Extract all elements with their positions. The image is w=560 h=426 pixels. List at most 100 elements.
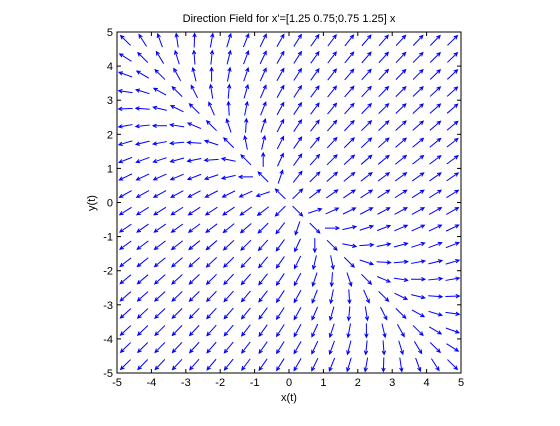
arrow [361, 34, 372, 47]
arrow [206, 341, 217, 354]
arrow [446, 137, 459, 148]
arrow [119, 359, 131, 371]
arrow [344, 102, 355, 115]
arrow [223, 324, 234, 337]
y-tick-label: 1 [107, 163, 113, 175]
arrow [292, 205, 304, 217]
arrow [445, 241, 460, 249]
arrow [222, 206, 235, 216]
arrow [361, 273, 373, 285]
arrow [395, 120, 407, 131]
arrow [446, 189, 460, 199]
arrow [429, 137, 442, 148]
arrow [136, 274, 149, 285]
arrow [258, 273, 268, 286]
arrow [223, 137, 235, 149]
arrow [412, 51, 424, 63]
arrow [223, 256, 235, 268]
arrow [156, 32, 163, 48]
arrow [347, 289, 352, 305]
arrow [135, 173, 150, 181]
arrow [360, 189, 374, 199]
arrow [257, 222, 269, 234]
arrow [394, 189, 408, 199]
arrow [134, 88, 150, 95]
arrow [153, 257, 166, 268]
arrow [174, 32, 179, 48]
arrow [359, 242, 375, 248]
arrow [171, 358, 183, 371]
arrow [186, 140, 202, 145]
arrow [294, 221, 301, 236]
arrow [360, 137, 373, 148]
arrow [311, 340, 319, 355]
arrow [447, 51, 459, 63]
arrow [276, 84, 285, 99]
arrow [376, 260, 392, 265]
arrow [259, 84, 267, 99]
arrow [293, 289, 302, 304]
arrow [293, 153, 303, 166]
arrow [311, 323, 319, 338]
arrow [429, 342, 441, 354]
arrow [360, 154, 373, 165]
arrow [136, 291, 149, 302]
arrow [171, 308, 183, 320]
arrow [204, 190, 219, 198]
arrow [275, 222, 286, 235]
arrow [138, 33, 148, 47]
arrow [378, 137, 390, 148]
y-tick-label: 3 [107, 95, 113, 107]
arrow [446, 120, 459, 131]
arrow [225, 118, 232, 133]
arrow [328, 306, 335, 322]
arrow [153, 291, 166, 302]
arrow [170, 206, 184, 216]
arrow [428, 326, 443, 335]
arrow [447, 34, 459, 46]
arrow [275, 273, 285, 286]
arrow [378, 102, 390, 115]
arrow [275, 239, 285, 252]
arrow [342, 225, 358, 231]
arrow [152, 105, 167, 111]
arrow [186, 158, 202, 163]
arrow [152, 157, 167, 164]
arrow [135, 70, 150, 79]
arrow [208, 101, 215, 116]
arrow [446, 69, 459, 80]
arrow [412, 86, 424, 97]
arrow [343, 171, 356, 182]
arrow [363, 357, 369, 373]
arrow [276, 67, 285, 81]
arrow [203, 139, 219, 146]
arrow [294, 238, 301, 253]
arrow [445, 259, 461, 265]
arrow [429, 172, 442, 182]
x-tick-label: 1 [320, 377, 326, 389]
arrow [292, 170, 303, 183]
chart-title: Direction Field for x'=[1.25 0.75;0.75 1… [183, 13, 396, 25]
arrow [395, 68, 407, 80]
arrow [206, 324, 217, 337]
arrow [445, 293, 461, 299]
arrow [118, 223, 132, 233]
arrow [310, 50, 320, 64]
arrow [205, 223, 218, 234]
arrow [117, 106, 133, 112]
arrow [293, 101, 303, 115]
arrow [221, 190, 236, 198]
arrow [293, 119, 303, 132]
arrow [169, 173, 184, 181]
arrow [378, 290, 390, 303]
arrow [377, 154, 390, 165]
arrow [169, 123, 185, 128]
arrow [170, 223, 184, 233]
arrow [428, 207, 443, 215]
arrow [311, 357, 319, 372]
arrow [364, 323, 369, 339]
arrow [292, 188, 304, 200]
arrow [311, 306, 319, 321]
arrow [378, 68, 390, 81]
arrow [395, 34, 407, 47]
